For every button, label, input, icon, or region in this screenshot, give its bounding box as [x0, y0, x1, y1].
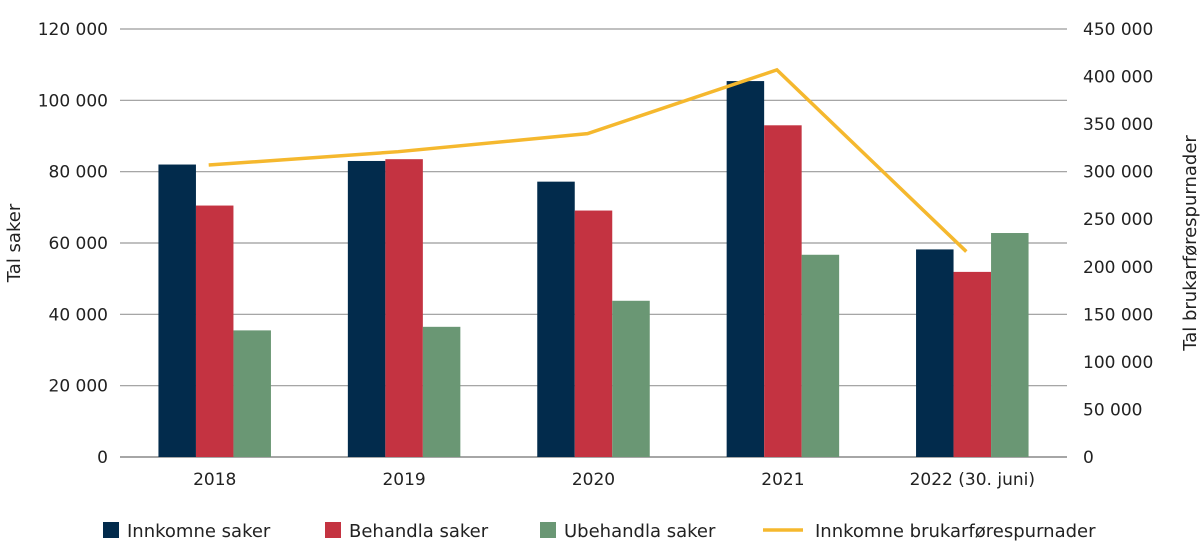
right-tick-label: 100 000: [1083, 353, 1153, 373]
right-tick-label: 300 000: [1083, 163, 1153, 183]
right-axis-ticks: 0 50 000 100 000 150 000 200 000 250 000 300 0…: [1083, 20, 1153, 468]
legend-label: Ubehandla saker: [564, 521, 716, 542]
legend-swatch: [103, 522, 119, 538]
legend-label: Innkomne saker: [127, 521, 271, 542]
right-tick-label: 250 000: [1083, 210, 1153, 230]
x-tick-label: 2021: [761, 470, 804, 490]
legend-label: Behandla saker: [349, 521, 489, 542]
right-tick-label: 400 000: [1083, 68, 1153, 88]
legend-swatch: [540, 522, 556, 538]
right-axis-label: Tal brukarførespurnader: [1180, 135, 1200, 352]
bar-ubehandla-saker: [612, 300, 650, 457]
left-tick-label: 120 000: [38, 20, 108, 40]
bar-ubehandla-saker: [801, 254, 840, 457]
right-tick-label: 200 000: [1083, 258, 1153, 278]
bar-ubehandla-saker: [991, 233, 1029, 457]
left-axis-ticks: 0 20 000 40 000 60 000 80 000 100 000 120 000: [38, 20, 108, 468]
right-tick-label: 350 000: [1083, 115, 1153, 135]
bar-behandla-saker: [574, 210, 613, 457]
bar-behandla-saker: [764, 125, 802, 458]
bar-behandla-saker: [953, 271, 992, 457]
bar-behandla-saker: [385, 159, 423, 457]
right-tick-label: 0: [1083, 448, 1094, 468]
left-tick-label: 60 000: [49, 234, 108, 254]
right-tick-label: 150 000: [1083, 305, 1153, 325]
bar-ubehandla-saker: [233, 330, 271, 457]
legend: Innkomne saker Behandla saker Ubehandla sa…: [103, 521, 1096, 542]
x-tick-label: 2022 (30. juni): [910, 470, 1035, 490]
left-axis-label: Tal saker: [4, 203, 25, 283]
bar-innkomne-saker: [158, 164, 196, 458]
right-tick-label: 50 000: [1083, 400, 1142, 420]
bar-innkomne-saker: [537, 181, 575, 458]
left-tick-label: 0: [97, 448, 108, 468]
x-axis-ticks: 2018 2019 2020 2021 2022 (30. juni): [193, 470, 1035, 490]
bar-innkomne-saker: [347, 160, 386, 457]
left-tick-label: 40 000: [49, 305, 108, 325]
line-series: [208, 67, 968, 253]
x-tick-label: 2020: [572, 470, 615, 490]
x-tick-label: 2018: [193, 470, 236, 490]
legend-swatch: [325, 522, 341, 538]
bar-ubehandla-saker: [422, 326, 461, 457]
bar-behandla-saker: [195, 205, 234, 457]
right-tick-label: 450 000: [1083, 20, 1153, 40]
legend-label: Innkomne brukarførespurnader: [815, 521, 1096, 542]
gridlines: [120, 28, 1067, 458]
bar-innkomne-saker: [916, 249, 954, 457]
bars: [158, 81, 1029, 458]
left-tick-label: 20 000: [49, 377, 108, 397]
left-tick-label: 80 000: [49, 163, 108, 183]
x-tick-label: 2019: [382, 470, 425, 490]
bar-innkomne-saker: [726, 81, 765, 457]
left-tick-label: 100 000: [38, 91, 108, 111]
